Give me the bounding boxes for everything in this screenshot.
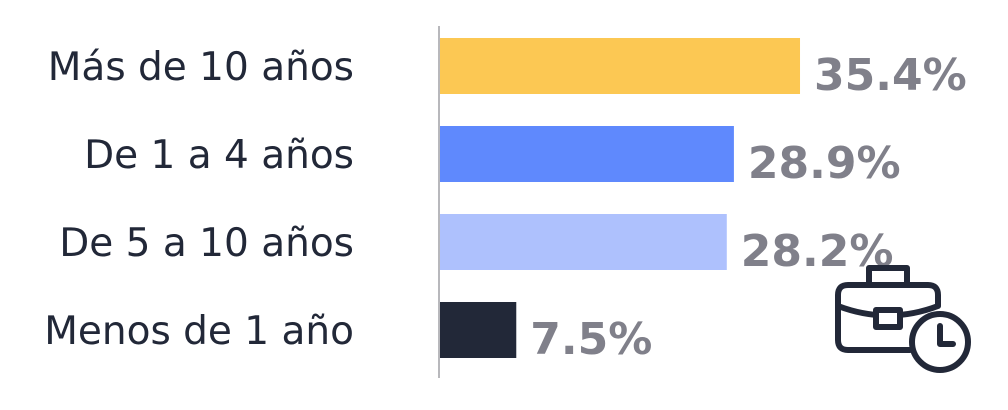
value-label-3: 7.5% — [530, 314, 652, 365]
briefcase-clock-icon — [835, 265, 971, 373]
value-label-1: 28.9% — [748, 138, 901, 189]
category-label-2: De 5 a 10 años — [59, 221, 354, 266]
category-label-1: De 1 a 4 años — [84, 133, 354, 178]
bar-2 — [440, 214, 727, 270]
category-label-3: Menos de 1 año — [44, 309, 354, 354]
value-label-0: 35.4% — [814, 50, 967, 101]
category-label-0: Más de 10 años — [48, 45, 354, 90]
bar-3 — [440, 302, 517, 358]
bar-1 — [440, 126, 734, 182]
bar-0 — [440, 38, 801, 94]
